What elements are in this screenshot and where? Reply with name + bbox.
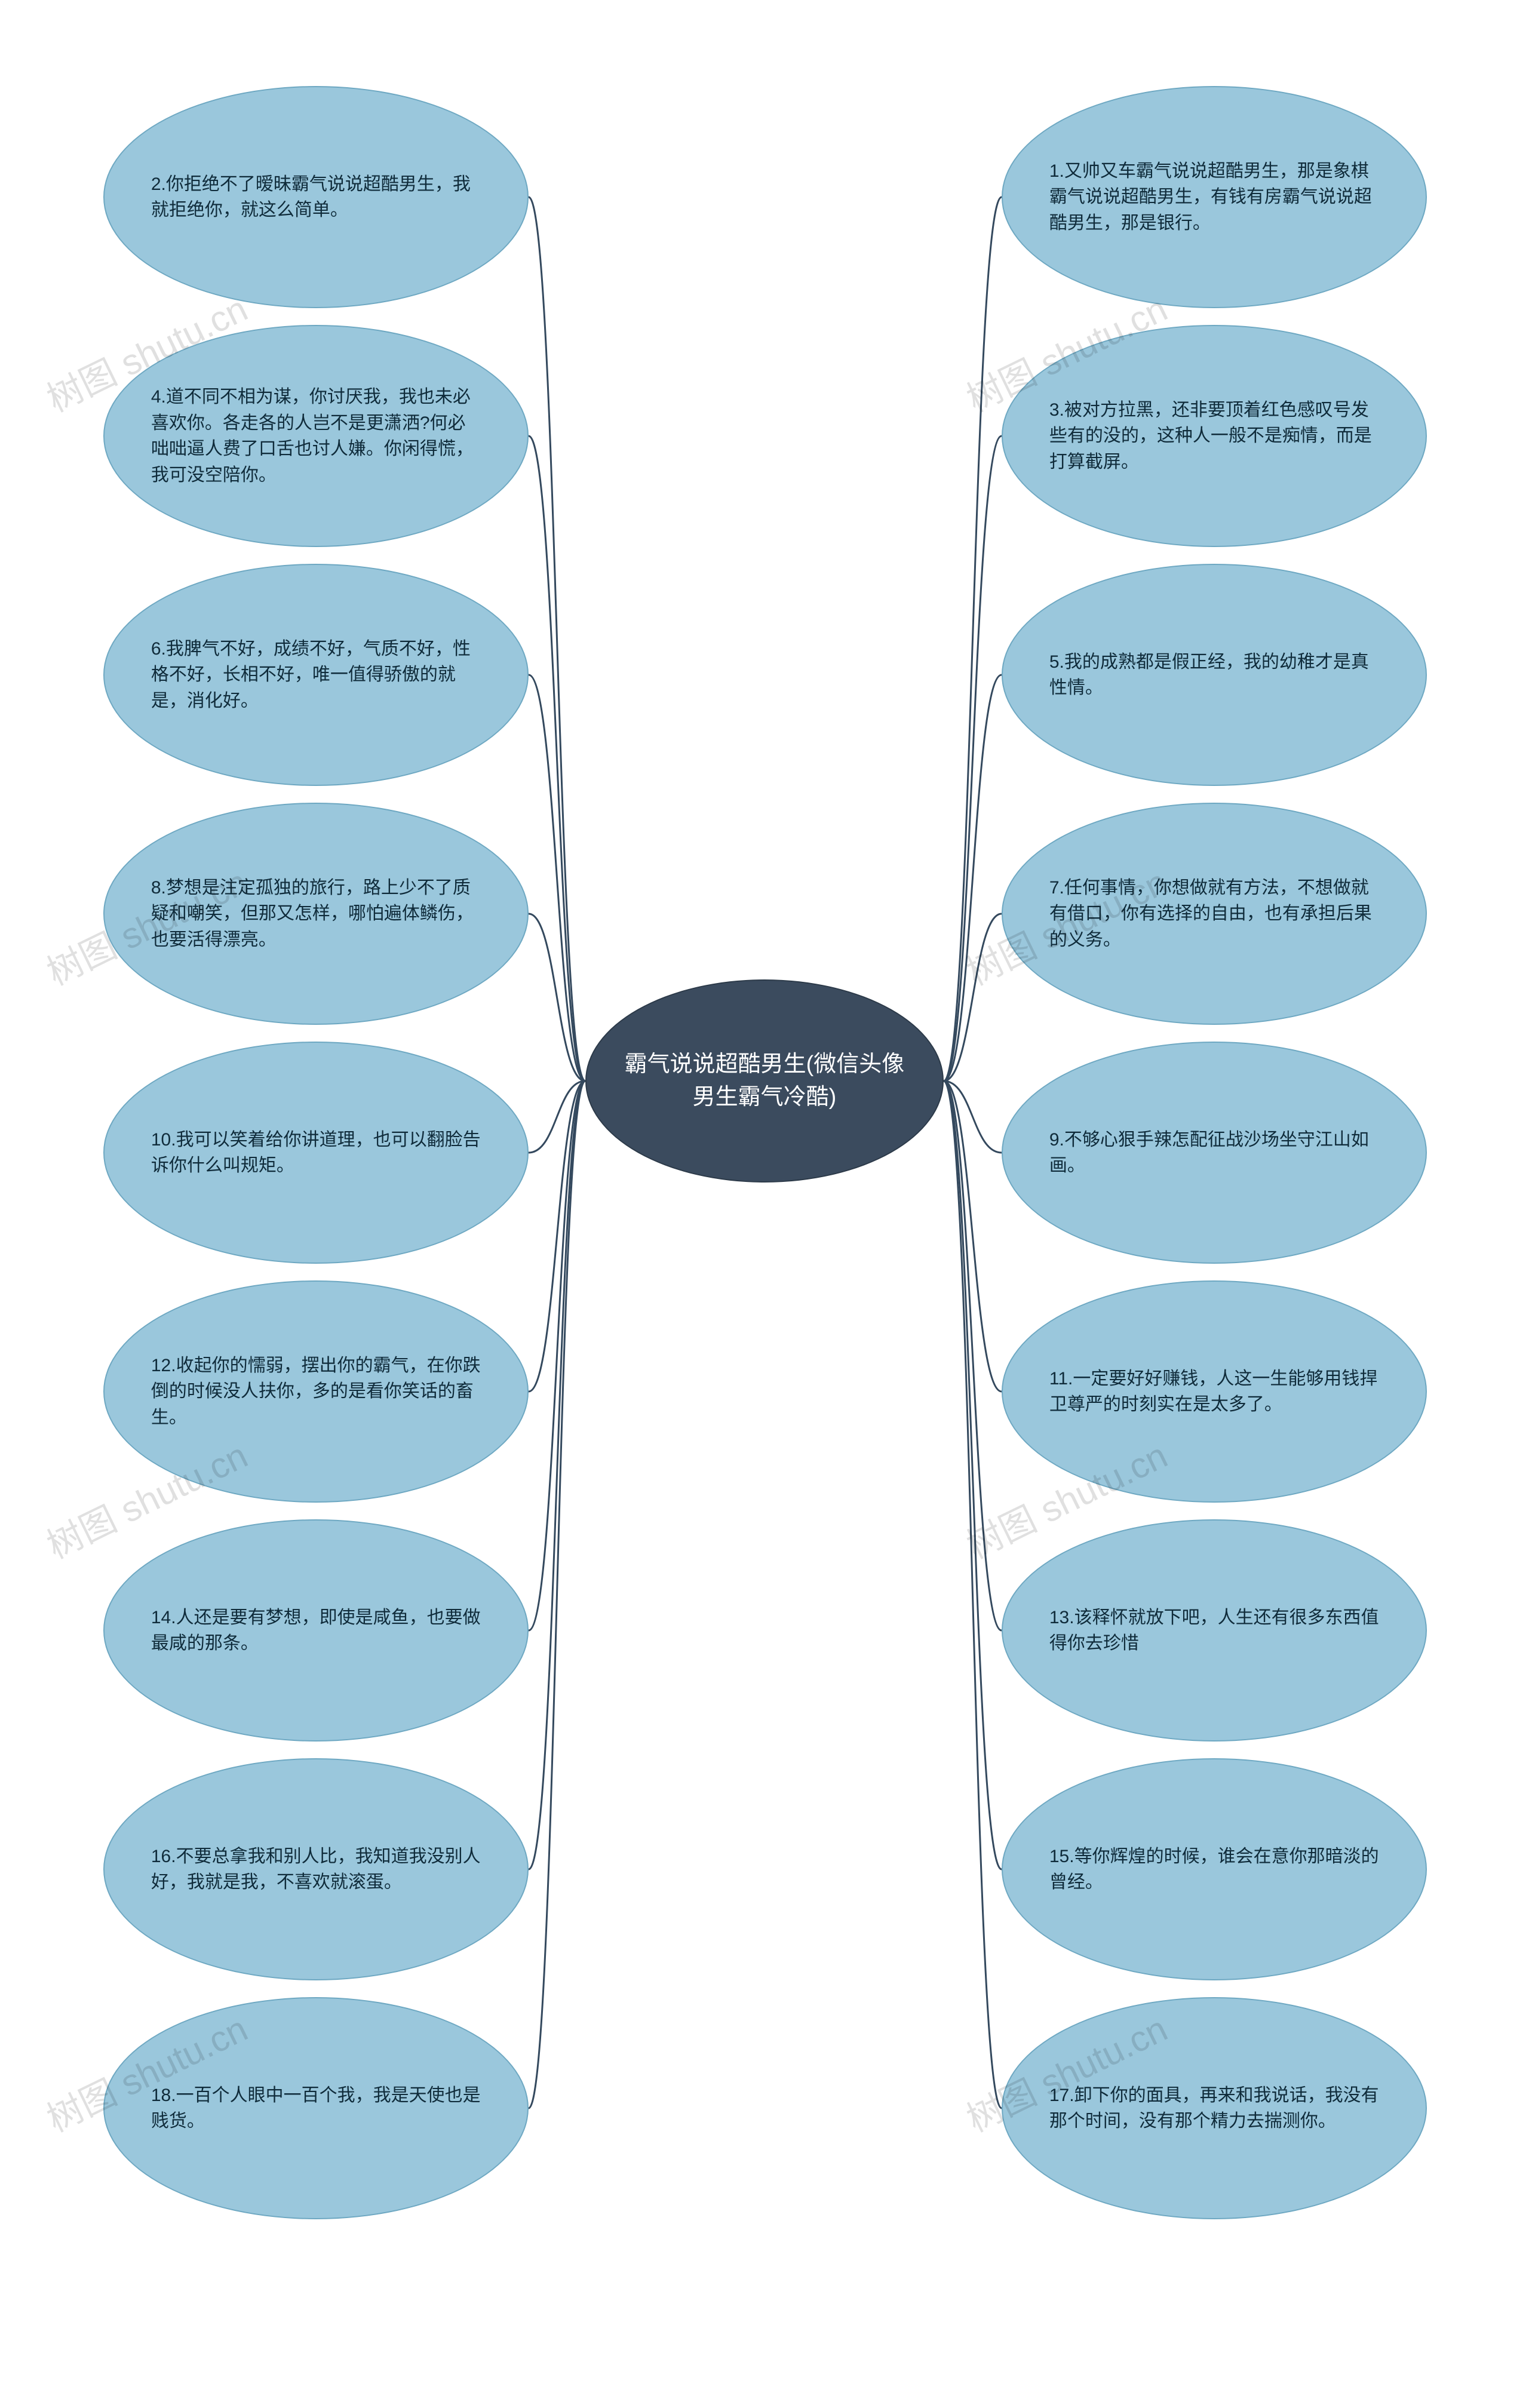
left-leaf-2: 6.我脾气不好，成绩不好，气质不好，性格不好，长相不好，唯一值得骄傲的就是，消化…	[103, 564, 529, 786]
right-leaf-4-label: 9.不够心狠手辣怎配征战沙场坐守江山如画。	[1049, 1127, 1379, 1179]
right-leaf-5-label: 11.一定要好好赚钱，人这一生能够用钱捍卫尊严的时刻实在是太多了。	[1049, 1366, 1379, 1418]
left-leaf-7: 16.不要总拿我和别人比，我知道我没别人好，我就是我，不喜欢就滚蛋。	[103, 1758, 529, 1980]
left-leaf-6-label: 14.人还是要有梦想，即使是咸鱼，也要做最咸的那条。	[151, 1605, 481, 1657]
center-node: 霸气说说超酷男生(微信头像男生霸气冷酷)	[585, 979, 944, 1182]
right-leaf-7: 15.等你辉煌的时候，谁会在意你那暗淡的曾经。	[1002, 1758, 1427, 1980]
right-leaf-2: 5.我的成熟都是假正经，我的幼稚才是真性情。	[1002, 564, 1427, 786]
left-leaf-7-label: 16.不要总拿我和别人比，我知道我没别人好，我就是我，不喜欢就滚蛋。	[151, 1844, 481, 1896]
right-leaf-2-label: 5.我的成熟都是假正经，我的幼稚才是真性情。	[1049, 649, 1379, 701]
left-leaf-6: 14.人还是要有梦想，即使是咸鱼，也要做最咸的那条。	[103, 1519, 529, 1742]
right-leaf-8: 17.卸下你的面具，再来和我说话，我没有那个时间，没有那个精力去揣测你。	[1002, 1997, 1427, 2219]
right-leaf-7-label: 15.等你辉煌的时候，谁会在意你那暗淡的曾经。	[1049, 1844, 1379, 1896]
right-leaf-6: 13.该释怀就放下吧，人生还有很多东西值得你去珍惜	[1002, 1519, 1427, 1742]
left-leaf-1: 4.道不同不相为谋，你讨厌我，我也未必喜欢你。各走各的人岂不是更潇洒?何必咄咄逼…	[103, 325, 529, 547]
mindmap-canvas: 霸气说说超酷男生(微信头像男生霸气冷酷) 2.你拒绝不了暧昧霸气说说超酷男生，我就…	[0, 0, 1529, 2408]
left-leaf-5-label: 12.收起你的懦弱，摆出你的霸气，在你跌倒的时候没人扶你，多的是看你笑话的畜生。	[151, 1353, 481, 1431]
right-leaf-8-label: 17.卸下你的面具，再来和我说话，我没有那个时间，没有那个精力去揣测你。	[1049, 2083, 1379, 2134]
left-leaf-8: 18.一百个人眼中一百个我，我是天使也是贱货。	[103, 1997, 529, 2219]
right-leaf-1: 3.被对方拉黑，还非要顶着红色感叹号发些有的没的，这种人一般不是痴情，而是打算截…	[1002, 325, 1427, 547]
left-leaf-4: 10.我可以笑着给你讲道理，也可以翻脸告诉你什么叫规矩。	[103, 1042, 529, 1264]
left-leaf-5: 12.收起你的懦弱，摆出你的霸气，在你跌倒的时候没人扶你，多的是看你笑话的畜生。	[103, 1280, 529, 1503]
left-leaf-3: 8.梦想是注定孤独的旅行，路上少不了质疑和嘲笑，但那又怎样，哪怕遍体鳞伤，也要活…	[103, 803, 529, 1025]
right-leaf-6-label: 13.该释怀就放下吧，人生还有很多东西值得你去珍惜	[1049, 1605, 1379, 1657]
right-leaf-5: 11.一定要好好赚钱，人这一生能够用钱捍卫尊严的时刻实在是太多了。	[1002, 1280, 1427, 1503]
left-leaf-4-label: 10.我可以笑着给你讲道理，也可以翻脸告诉你什么叫规矩。	[151, 1127, 481, 1179]
center-node-label: 霸气说说超酷男生(微信头像男生霸气冷酷)	[622, 1048, 907, 1114]
right-leaf-1-label: 3.被对方拉黑，还非要顶着红色感叹号发些有的没的，这种人一般不是痴情，而是打算截…	[1049, 397, 1379, 475]
right-leaf-0: 1.又帅又车霸气说说超酷男生，那是象棋霸气说说超酷男生，有钱有房霸气说说超酷男生…	[1002, 86, 1427, 308]
left-leaf-2-label: 6.我脾气不好，成绩不好，气质不好，性格不好，长相不好，唯一值得骄傲的就是，消化…	[151, 636, 481, 714]
left-leaf-0: 2.你拒绝不了暧昧霸气说说超酷男生，我就拒绝你，就这么简单。	[103, 86, 529, 308]
right-leaf-3: 7.任何事情，你想做就有方法，不想做就有借口，你有选择的自由，也有承担后果的义务…	[1002, 803, 1427, 1025]
right-leaf-3-label: 7.任何事情，你想做就有方法，不想做就有借口，你有选择的自由，也有承担后果的义务…	[1049, 875, 1379, 953]
left-leaf-1-label: 4.道不同不相为谋，你讨厌我，我也未必喜欢你。各走各的人岂不是更潇洒?何必咄咄逼…	[151, 384, 481, 488]
left-leaf-3-label: 8.梦想是注定孤独的旅行，路上少不了质疑和嘲笑，但那又怎样，哪怕遍体鳞伤，也要活…	[151, 875, 481, 953]
left-leaf-0-label: 2.你拒绝不了暧昧霸气说说超酷男生，我就拒绝你，就这么简单。	[151, 171, 481, 223]
left-leaf-8-label: 18.一百个人眼中一百个我，我是天使也是贱货。	[151, 2083, 481, 2134]
right-leaf-4: 9.不够心狠手辣怎配征战沙场坐守江山如画。	[1002, 1042, 1427, 1264]
right-leaf-0-label: 1.又帅又车霸气说说超酷男生，那是象棋霸气说说超酷男生，有钱有房霸气说说超酷男生…	[1049, 158, 1379, 236]
